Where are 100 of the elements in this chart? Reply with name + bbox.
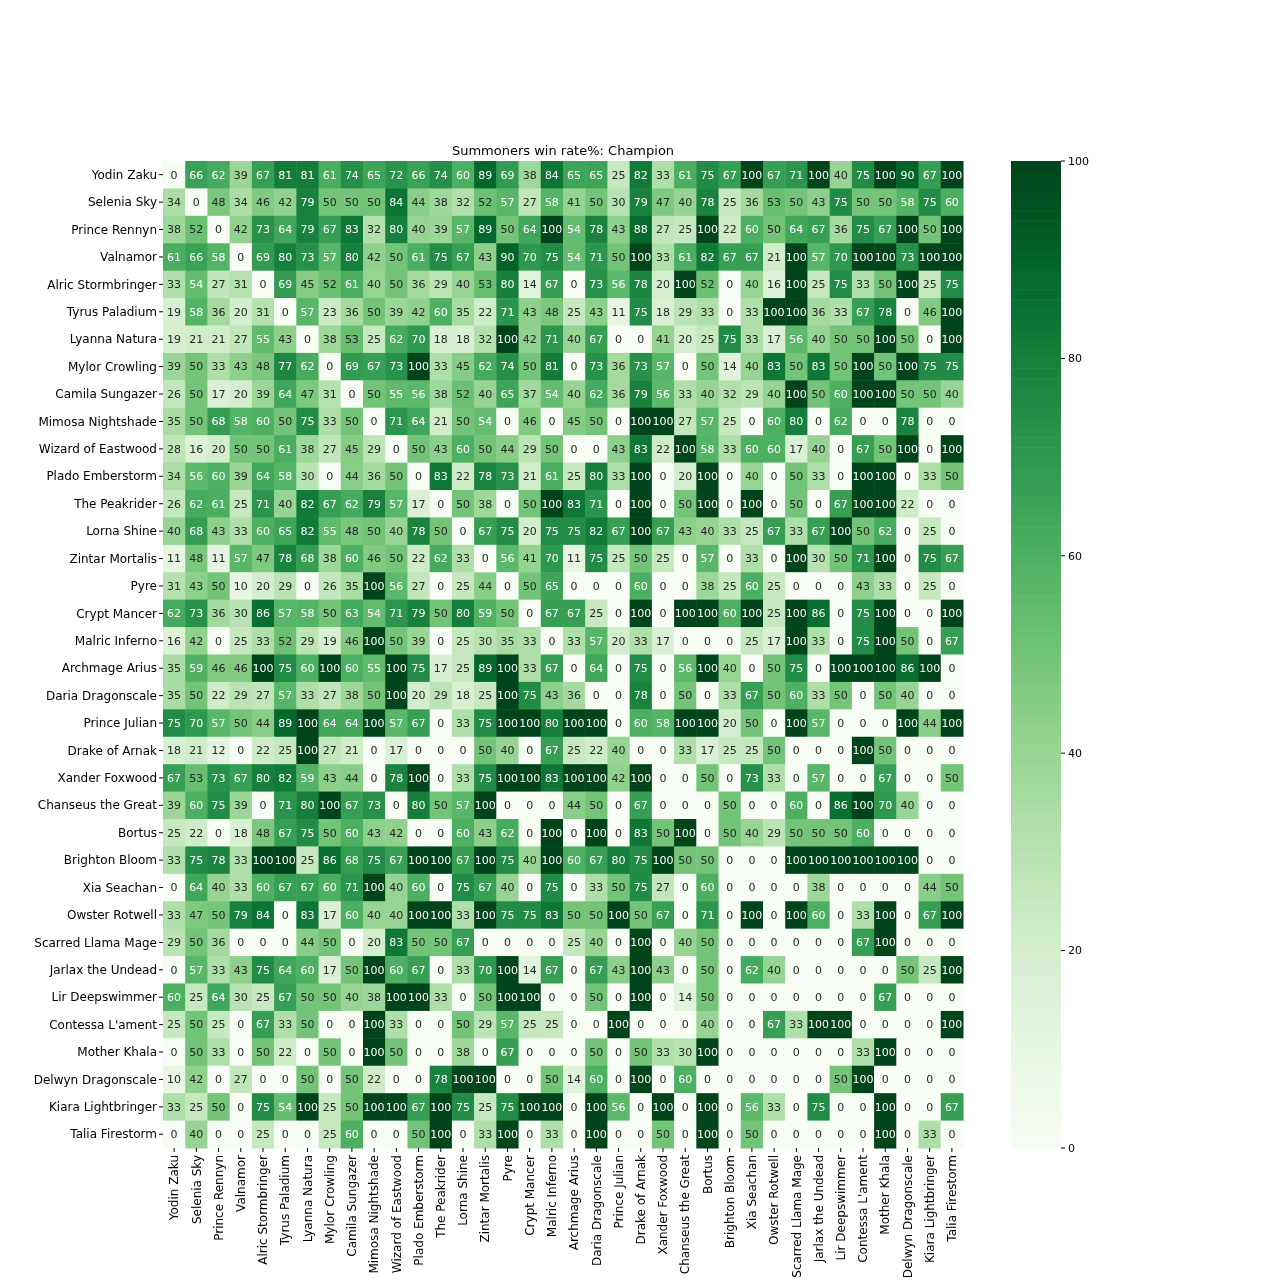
data-label: 0 (503, 497, 511, 511)
data-label: 50 (944, 470, 959, 484)
data-label: 67 (767, 524, 782, 538)
data-label: 39 (233, 470, 248, 484)
data-label: 64 (278, 387, 293, 401)
data-label: 0 (792, 579, 800, 593)
data-label: 81 (278, 168, 293, 182)
data-label: 0 (615, 799, 623, 813)
data-label: 100 (363, 579, 385, 593)
data-label: 100 (630, 497, 652, 511)
data-label: 50 (878, 744, 893, 758)
data-label: 0 (615, 826, 623, 840)
y-tick-label: Malric Inferno (74, 633, 157, 648)
data-label: 0 (926, 744, 934, 758)
y-tick-label: Yodin Zaku (90, 167, 157, 182)
data-label: 100 (363, 1018, 385, 1032)
data-label: 70 (544, 552, 559, 566)
data-label: 35 (456, 305, 470, 319)
data-label: 41 (656, 333, 670, 347)
data-label: 44 (344, 771, 359, 785)
y-tick-label: Drake of Arnak (67, 743, 158, 758)
data-label: 42 (233, 223, 248, 237)
data-label: 50 (189, 689, 204, 703)
data-label: 62 (167, 607, 182, 621)
data-label: 33 (433, 991, 448, 1005)
data-label: 67 (544, 963, 559, 977)
data-label: 71 (389, 607, 404, 621)
data-label: 0 (926, 826, 934, 840)
data-label: 0 (592, 1018, 600, 1032)
data-label: 67 (856, 442, 870, 456)
data-label: 33 (300, 689, 315, 703)
data-label: 50 (700, 991, 715, 1005)
y-tick-label: Crypt Mancer (76, 606, 158, 621)
data-label: 33 (922, 1128, 937, 1142)
data-label: 50 (856, 195, 870, 209)
data-label: 20 (722, 716, 737, 730)
data-label: 0 (215, 1128, 223, 1142)
data-label: 33 (922, 470, 937, 484)
y-tick-label: Selenia Sky (87, 195, 157, 210)
data-label: 82 (633, 168, 648, 182)
data-label: 0 (726, 1100, 734, 1114)
data-label: 0 (370, 771, 378, 785)
data-label: 40 (944, 387, 959, 401)
data-label: 50 (344, 415, 359, 429)
data-label: 25 (567, 305, 582, 319)
data-label: 83 (433, 470, 448, 484)
data-label: 75 (700, 168, 715, 182)
x-tick-label: Malric Inferno (545, 1155, 560, 1238)
data-label: 0 (903, 579, 911, 593)
data-label: 0 (637, 1128, 645, 1142)
data-label: 100 (630, 470, 652, 484)
data-label: 0 (370, 415, 378, 429)
data-label: 100 (941, 168, 963, 182)
data-label: 60 (344, 1128, 359, 1142)
data-label: 50 (878, 195, 893, 209)
data-label: 75 (456, 1100, 470, 1114)
data-label: 0 (459, 1128, 467, 1142)
data-label: 0 (659, 662, 667, 676)
data-label: 68 (189, 524, 204, 538)
data-label: 11 (567, 552, 582, 566)
data-label: 60 (256, 524, 270, 538)
data-label: 50 (344, 1073, 359, 1087)
data-label: 60 (300, 963, 315, 977)
data-label: 80 (256, 771, 270, 785)
data-label: 0 (726, 771, 734, 785)
data-label: 64 (278, 223, 293, 237)
data-label: 66 (411, 168, 426, 182)
data-label: 50 (589, 991, 604, 1005)
data-label: 100 (430, 853, 452, 867)
data-label: 77 (278, 360, 293, 374)
data-label: 33 (722, 689, 737, 703)
data-label: 50 (344, 195, 359, 209)
data-label: 50 (878, 442, 893, 456)
data-label: 57 (500, 195, 515, 209)
y-tick-label: Talia Firestorm (69, 1127, 157, 1142)
data-label: 59 (478, 607, 493, 621)
data-label: 0 (415, 1045, 423, 1059)
data-label: 50 (567, 908, 582, 922)
x-tick-label: Lyanna Natura (300, 1155, 315, 1243)
data-label: 22 (722, 223, 737, 237)
data-label: 72 (389, 168, 404, 182)
data-label: 38 (433, 387, 448, 401)
data-label: 62 (833, 415, 848, 429)
data-label: 75 (478, 771, 493, 785)
data-label: 40 (811, 442, 826, 456)
data-label: 40 (500, 744, 515, 758)
data-label: 55 (256, 333, 270, 347)
data-label: 100 (696, 662, 718, 676)
data-label: 39 (233, 168, 248, 182)
data-label: 100 (496, 991, 518, 1005)
data-label: 71 (389, 415, 404, 429)
data-label: 33 (456, 771, 470, 785)
data-label: 32 (367, 223, 382, 237)
data-label: 23 (322, 305, 337, 319)
data-label: 44 (478, 579, 493, 593)
data-label: 0 (948, 744, 956, 758)
data-label: 79 (367, 497, 382, 511)
data-label: 48 (544, 305, 559, 319)
data-label: 39 (233, 799, 248, 813)
data-label: 0 (881, 1018, 889, 1032)
